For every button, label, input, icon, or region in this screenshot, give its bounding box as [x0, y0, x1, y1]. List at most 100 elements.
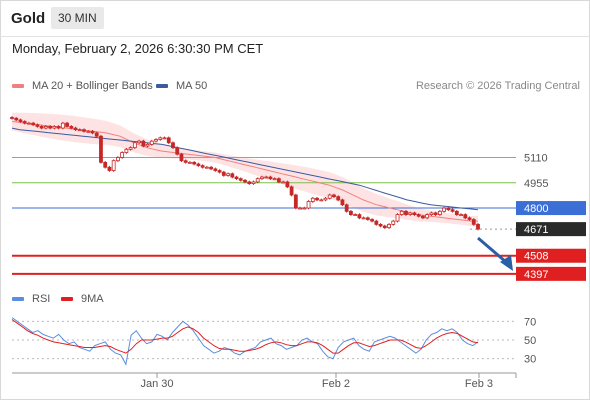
- level-label-5110: 5110: [524, 152, 548, 164]
- candle-body: [370, 219, 374, 222]
- rsi-ma-line: [11, 319, 479, 354]
- candle-body: [18, 119, 23, 122]
- candle-body: [221, 171, 226, 176]
- candle-body: [132, 142, 137, 149]
- candle-body: [429, 212, 434, 215]
- candle-body: [281, 181, 286, 184]
- candle-body: [14, 117, 19, 121]
- level-box-4671: [516, 222, 586, 237]
- candle-body: [116, 157, 120, 162]
- candle-body: [77, 129, 82, 132]
- candle-body: [145, 143, 150, 147]
- candle-body: [289, 186, 294, 196]
- rsi-line: [11, 317, 479, 366]
- candle-body: [111, 160, 116, 171]
- candle-body: [52, 126, 57, 129]
- candle-body: [264, 176, 269, 179]
- candle-body: [22, 121, 27, 124]
- candle-body: [276, 178, 281, 183]
- ma20-swatch: [12, 84, 24, 88]
- rsi-level-label-70: 70: [524, 316, 536, 328]
- ma50-swatch: [156, 84, 168, 88]
- candle-body: [476, 223, 480, 230]
- x-tick-label-0: Jan 30: [140, 378, 173, 390]
- candle-body: [209, 166, 214, 170]
- chart-header: Gold 30 MIN: [0, 0, 590, 37]
- candle-body: [446, 207, 451, 211]
- rsi-swatch: [12, 297, 24, 301]
- candle-body: [340, 199, 345, 206]
- candle-body: [124, 148, 129, 153]
- candle-body: [374, 220, 379, 225]
- candle-body: [90, 130, 95, 134]
- candle-body: [183, 160, 188, 163]
- level-box-4397: [516, 266, 586, 281]
- price-levels-layer: [12, 156, 516, 275]
- candle-body: [450, 209, 455, 212]
- rsi-panel: 70 50 30: [11, 316, 536, 366]
- candle-body: [433, 212, 438, 215]
- level-label-4508: 4508: [524, 251, 548, 263]
- rsi-ma-swatch: [61, 297, 73, 301]
- instrument-name: Gold: [11, 10, 46, 27]
- chart-datetime: Monday, February 2, 2026 6:30:30 PM CET: [12, 41, 264, 56]
- candle-body: [391, 220, 396, 225]
- candle-body: [154, 139, 158, 142]
- candle-body: [471, 219, 476, 225]
- candle-body: [408, 212, 413, 215]
- candle-body: [166, 137, 171, 144]
- candle-body: [336, 196, 341, 201]
- candle-body: [387, 223, 391, 229]
- forecast-arrow: [477, 236, 513, 271]
- legend-ma50: MA 50: [156, 80, 207, 92]
- candle-body: [10, 117, 14, 119]
- candle-body: [31, 122, 36, 126]
- candle-body: [404, 210, 408, 215]
- candle-body: [293, 194, 298, 209]
- candle-body: [327, 194, 332, 199]
- candle-body: [196, 163, 201, 167]
- candle-body: [43, 126, 48, 129]
- level-box-4508: [516, 248, 586, 263]
- candle-body: [399, 210, 404, 215]
- candle-body: [234, 176, 239, 180]
- candle-body: [272, 178, 277, 181]
- level-label-4397: 4397: [524, 269, 548, 281]
- candle-body: [454, 210, 459, 215]
- candle-body: [149, 140, 154, 145]
- candle-body: [442, 207, 447, 212]
- timeframe-badge[interactable]: 30 MIN: [51, 7, 104, 29]
- level-box-4800: [516, 201, 586, 216]
- candle-body: [192, 161, 197, 165]
- candle-body: [319, 199, 324, 202]
- rsi-level-label-30: 30: [524, 354, 536, 366]
- moving-averages-layer: [11, 121, 479, 222]
- candle-body: [27, 122, 31, 125]
- candle-body: [382, 225, 387, 229]
- candle-body: [48, 126, 53, 129]
- candle-body: [69, 126, 74, 129]
- candle-body: [73, 127, 78, 131]
- candle-body: [60, 122, 65, 129]
- candle-body: [86, 130, 91, 133]
- candle-body: [416, 214, 421, 217]
- candle-body: [226, 173, 230, 176]
- candle-body: [467, 217, 472, 220]
- level-label-4800: 4800: [524, 203, 548, 215]
- candle-body: [361, 217, 366, 220]
- candle-body: [188, 161, 192, 164]
- candle-body: [99, 135, 103, 163]
- legend-rsi-label: RSI: [32, 293, 51, 305]
- candle-body: [302, 207, 307, 210]
- arrow-shaft: [477, 236, 507, 264]
- candle-body: [323, 197, 328, 201]
- candle-body: [349, 210, 353, 215]
- candle-body: [395, 214, 400, 222]
- rsi-level-label-50: 50: [524, 335, 536, 347]
- candle-body: [217, 170, 222, 173]
- candle-body: [365, 217, 370, 220]
- candle-body: [175, 147, 180, 155]
- arrow-head: [500, 255, 513, 271]
- candle-body: [332, 194, 336, 198]
